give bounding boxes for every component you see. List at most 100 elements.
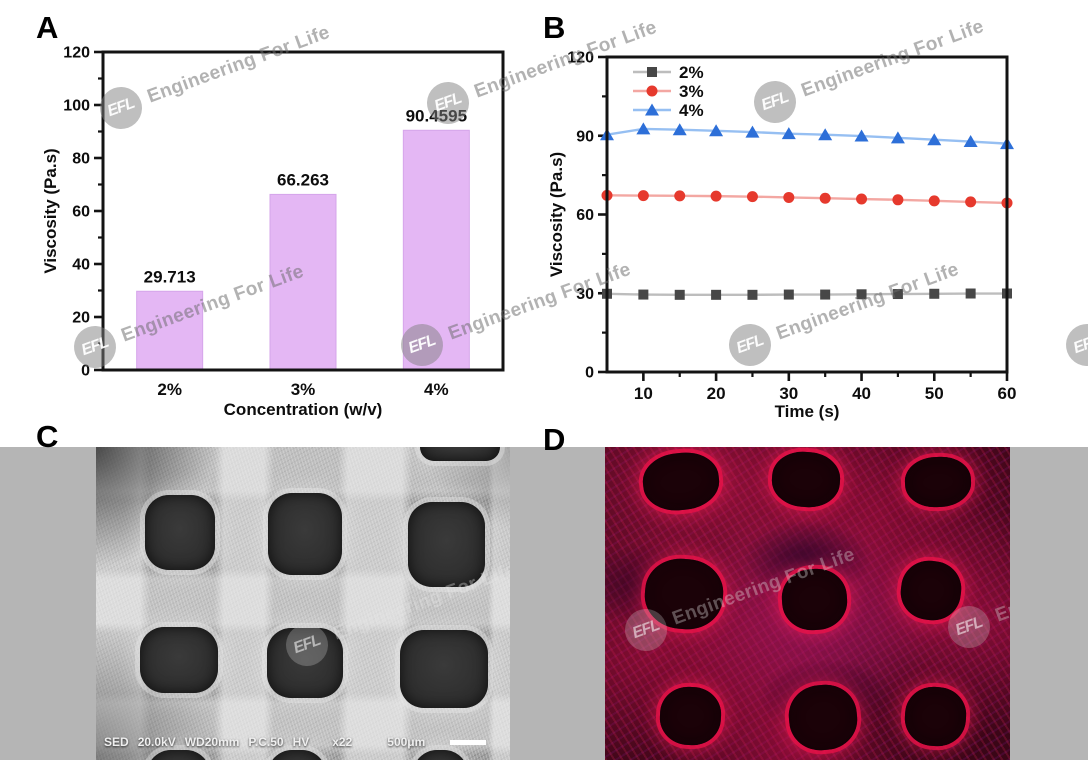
scaffold-pore bbox=[408, 502, 485, 587]
bar-value-label: 90.4595 bbox=[406, 106, 467, 125]
sem-detector: SED bbox=[104, 735, 129, 749]
sem-voltage: 20.0kV bbox=[137, 735, 176, 749]
marker-triangle bbox=[927, 133, 942, 146]
marker-circle bbox=[928, 195, 940, 207]
tissue-pore bbox=[903, 455, 973, 509]
marker-triangle bbox=[818, 128, 833, 141]
marker-circle bbox=[637, 190, 649, 202]
scaffold-pore bbox=[140, 627, 218, 693]
legend-label: 3% bbox=[679, 82, 704, 101]
sem-image-panel-c: EFL Engineering For Life SED 20.0kV WD20… bbox=[96, 447, 510, 760]
sem-scale-label: 500μm bbox=[387, 735, 426, 749]
y-tick-label: 30 bbox=[576, 286, 594, 303]
sem-working-distance: WD20mm bbox=[184, 735, 240, 749]
tissue-pore bbox=[642, 555, 726, 633]
marker-circle bbox=[710, 190, 722, 202]
marker-triangle bbox=[645, 103, 659, 116]
x-tick-label: 4% bbox=[424, 380, 449, 399]
marker-triangle bbox=[890, 131, 905, 144]
marker-square bbox=[965, 288, 976, 299]
marker-square bbox=[674, 289, 685, 300]
marker-circle bbox=[646, 85, 658, 97]
scaffold-pore bbox=[147, 750, 210, 760]
y-tick-label: 100 bbox=[63, 98, 90, 115]
y-tick-label: 90 bbox=[576, 128, 594, 145]
marker-circle bbox=[674, 190, 686, 202]
y-tick-label: 0 bbox=[585, 365, 594, 382]
marker-square bbox=[711, 289, 722, 300]
marker-circle bbox=[783, 191, 795, 203]
y-axis-title: Viscosity (Pa.s) bbox=[547, 152, 566, 277]
x-tick-label: 2% bbox=[157, 380, 182, 399]
x-axis-title: Concentration (w/v) bbox=[224, 400, 383, 419]
x-tick-label: 60 bbox=[998, 384, 1017, 403]
marker-square bbox=[647, 67, 657, 77]
series-line bbox=[606, 292, 1007, 297]
y-tick-label: 20 bbox=[72, 310, 90, 327]
plot-frame bbox=[605, 55, 1009, 374]
tissue-pore bbox=[779, 566, 850, 633]
marker-triangle bbox=[709, 124, 724, 137]
scaffold-pore bbox=[413, 750, 468, 760]
bar-value-label: 29.713 bbox=[144, 267, 196, 286]
scaffold-pore bbox=[268, 750, 326, 760]
marker-triangle bbox=[636, 122, 651, 135]
x-axis-title: Time (s) bbox=[775, 402, 840, 421]
y-tick-label: 60 bbox=[576, 207, 594, 224]
y-tick-label: 0 bbox=[81, 363, 90, 380]
sem-pc: P.C.50 bbox=[248, 735, 284, 749]
bar bbox=[402, 129, 470, 371]
scaffold-pore bbox=[145, 495, 215, 570]
y-tick-label: 120 bbox=[567, 50, 594, 67]
marker-square bbox=[747, 289, 758, 300]
tissue-pore bbox=[658, 685, 723, 747]
y-tick-label: 80 bbox=[72, 151, 90, 168]
bar-value-label: 66.263 bbox=[277, 170, 329, 189]
viscosity-time-line-chart: 0 30 60 90 120 10 20 30 40 50 60 2%3%4% Time (s) Visc… bbox=[547, 50, 1017, 422]
marker-triangle bbox=[745, 125, 760, 138]
marker-square bbox=[783, 289, 794, 300]
viscosity-bar-chart: 0 20 40 60 80 100 120 29.713 2% 66.263 3% 90.4595 4%… bbox=[41, 45, 505, 419]
panel-label-a: A bbox=[36, 10, 59, 45]
bar bbox=[269, 193, 337, 371]
marker-circle bbox=[856, 193, 868, 205]
watermark-text: Engineering For Life bbox=[992, 541, 1010, 627]
scale-bar bbox=[450, 739, 487, 745]
x-tick-label: 3% bbox=[291, 380, 316, 399]
legend-label: 4% bbox=[679, 101, 704, 120]
marker-square bbox=[638, 289, 649, 300]
tissue-pore bbox=[640, 449, 722, 514]
bar bbox=[136, 290, 204, 371]
legend-label: 2% bbox=[679, 63, 704, 82]
sem-magnification: x22 bbox=[332, 735, 353, 749]
marker-triangle bbox=[854, 129, 869, 142]
tissue-pore bbox=[903, 684, 968, 749]
y-tick-label: 40 bbox=[72, 257, 90, 274]
x-tick-label: 10 bbox=[634, 384, 653, 403]
scaffold-pore bbox=[420, 447, 500, 461]
x-tick-label: 30 bbox=[779, 384, 798, 403]
marker-circle bbox=[819, 192, 831, 204]
series-line bbox=[606, 194, 1008, 205]
scaffold-pore bbox=[268, 493, 342, 575]
y-tick-label: 60 bbox=[72, 204, 90, 221]
x-tick-label: 40 bbox=[852, 384, 871, 403]
plot-frame bbox=[101, 50, 505, 372]
panel-label-c: C bbox=[36, 419, 59, 454]
marker-circle bbox=[892, 194, 904, 206]
y-axis-title: Viscosity (Pa.s) bbox=[41, 148, 60, 273]
tissue-pore bbox=[786, 682, 860, 753]
marker-square bbox=[929, 288, 940, 299]
panel-label-d: D bbox=[543, 422, 566, 457]
sem-info-bar: SED 20.0kV WD20mm P.C.50 HV x22 500μm bbox=[104, 735, 487, 749]
marker-square bbox=[892, 289, 903, 300]
tissue-pore bbox=[897, 557, 965, 624]
tissue-pore bbox=[770, 449, 842, 510]
marker-triangle bbox=[963, 135, 978, 148]
x-tick-label: 50 bbox=[925, 384, 944, 403]
x-tick-label: 20 bbox=[707, 384, 726, 403]
marker-circle bbox=[965, 196, 977, 208]
fluorescence-image-panel-d: EFL Engineering For Life EFL Engineering… bbox=[605, 447, 1010, 760]
marker-triangle bbox=[781, 127, 796, 140]
marker-triangle bbox=[672, 123, 687, 136]
